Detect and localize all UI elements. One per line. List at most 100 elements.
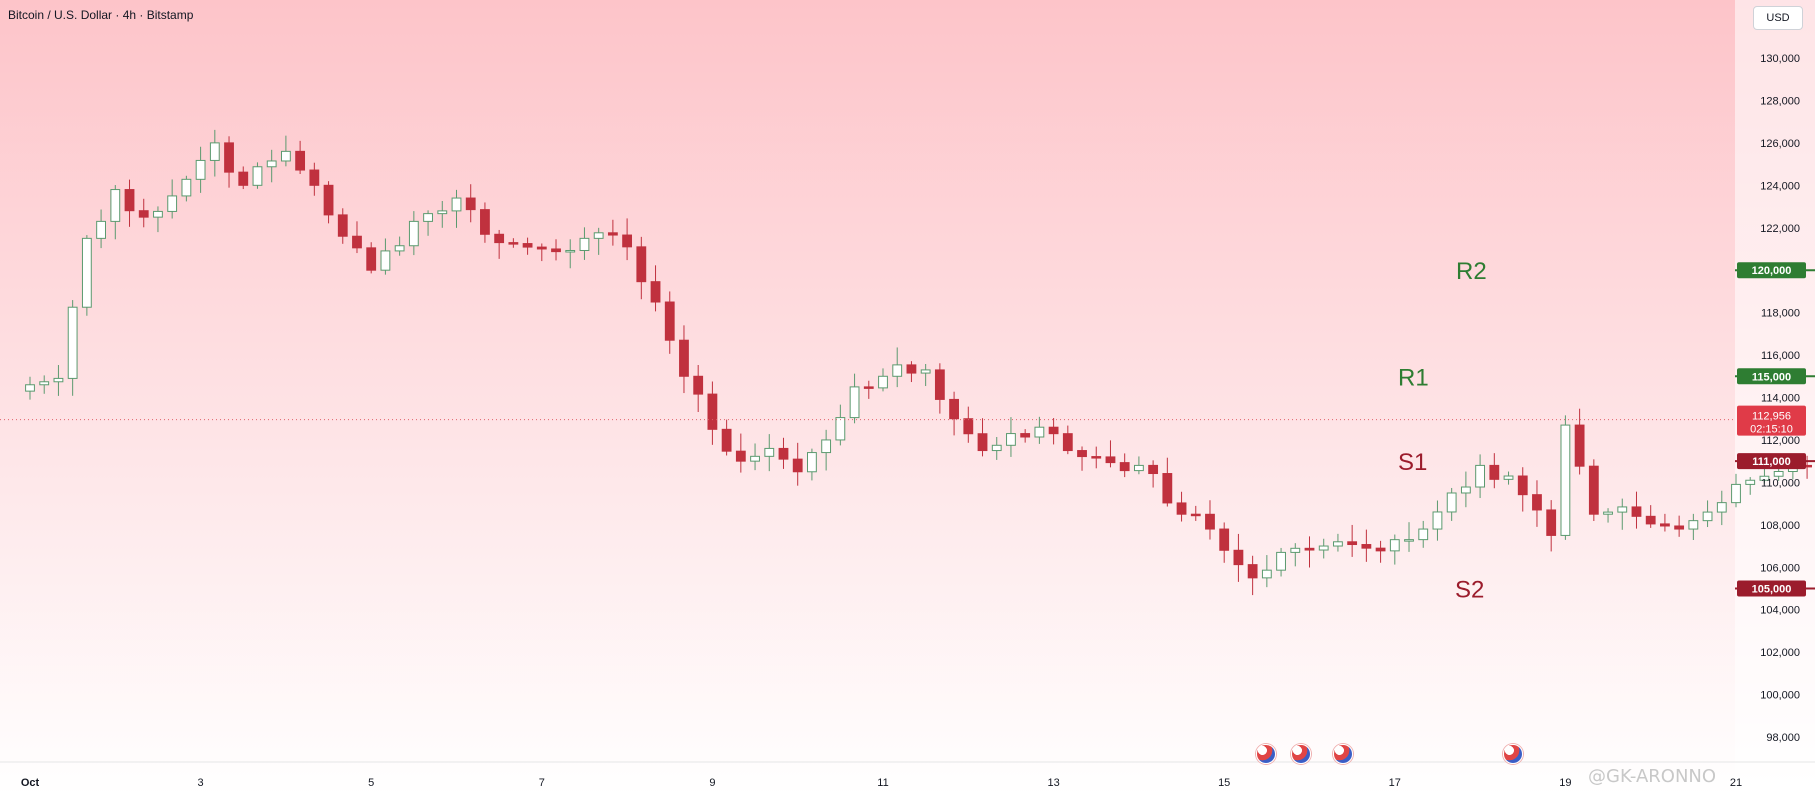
candle-body[interactable] bbox=[323, 184, 334, 216]
candle-body[interactable] bbox=[1091, 456, 1102, 459]
candle-body[interactable] bbox=[1702, 511, 1713, 522]
candle-body[interactable] bbox=[81, 237, 92, 308]
candle-body[interactable] bbox=[934, 369, 945, 400]
candle-body[interactable] bbox=[949, 398, 959, 420]
candle-body[interactable] bbox=[337, 214, 348, 237]
candle-body[interactable] bbox=[1020, 433, 1031, 438]
candle-body[interactable] bbox=[1034, 426, 1045, 438]
candle-body[interactable] bbox=[1162, 473, 1173, 504]
candle-body[interactable] bbox=[1660, 523, 1670, 527]
candle-body[interactable] bbox=[807, 452, 817, 473]
candle-body[interactable] bbox=[1404, 539, 1414, 542]
candle-body[interactable] bbox=[1418, 528, 1429, 541]
candle-body[interactable] bbox=[622, 234, 633, 248]
candle-body[interactable] bbox=[1105, 456, 1116, 464]
us-flag-event-icon[interactable] bbox=[1503, 744, 1523, 764]
candle-body[interactable] bbox=[650, 281, 661, 303]
candle-body[interactable] bbox=[1731, 483, 1741, 504]
candle-body[interactable] bbox=[1361, 544, 1372, 549]
candle-body[interactable] bbox=[508, 242, 519, 245]
candle-body[interactable] bbox=[309, 169, 320, 186]
candle-body[interactable] bbox=[977, 433, 988, 452]
candle-body[interactable] bbox=[735, 450, 746, 462]
candle-body[interactable] bbox=[1432, 511, 1443, 530]
candle-body[interactable] bbox=[920, 369, 931, 374]
candle-body[interactable] bbox=[1176, 502, 1187, 515]
candle-body[interactable] bbox=[1532, 494, 1542, 511]
candle-body[interactable] bbox=[480, 209, 490, 235]
candle-body[interactable] bbox=[721, 428, 732, 452]
candle-body[interactable] bbox=[1574, 424, 1585, 467]
candle-body[interactable] bbox=[1276, 551, 1286, 571]
candle-body[interactable] bbox=[1745, 479, 1756, 485]
candle-body[interactable] bbox=[892, 364, 903, 377]
us-flag-event-icon[interactable] bbox=[1333, 744, 1353, 764]
candle-body[interactable] bbox=[1347, 541, 1358, 546]
candle-body[interactable] bbox=[1133, 464, 1144, 472]
us-flag-event-icon[interactable] bbox=[1291, 744, 1311, 764]
candle-body[interactable] bbox=[1233, 549, 1244, 566]
candle-body[interactable] bbox=[238, 171, 249, 186]
candle-body[interactable] bbox=[1759, 475, 1770, 481]
candle-body[interactable] bbox=[1290, 547, 1301, 553]
candle-body[interactable] bbox=[878, 375, 888, 389]
candle-body[interactable] bbox=[53, 377, 64, 383]
candle-body[interactable] bbox=[181, 178, 192, 197]
currency-button[interactable]: USD bbox=[1753, 6, 1803, 30]
candle-body[interactable] bbox=[494, 233, 505, 244]
candle-body[interactable] bbox=[522, 243, 533, 248]
candle-body[interactable] bbox=[1119, 462, 1130, 472]
candle-body[interactable] bbox=[1560, 424, 1571, 536]
candle-body[interactable] bbox=[1219, 528, 1230, 551]
candle-body[interactable] bbox=[465, 197, 476, 211]
candle-body[interactable] bbox=[380, 250, 391, 271]
candle-body[interactable] bbox=[394, 245, 405, 252]
candle-body[interactable] bbox=[1375, 547, 1386, 552]
candle-body[interactable] bbox=[1631, 506, 1642, 517]
candle-body[interactable] bbox=[1062, 433, 1073, 452]
candle-body[interactable] bbox=[1503, 475, 1514, 480]
candle-body[interactable] bbox=[1460, 486, 1471, 494]
candle-body[interactable] bbox=[252, 166, 263, 186]
candle-body[interactable] bbox=[679, 339, 689, 377]
candle-body[interactable] bbox=[1475, 464, 1486, 488]
candle-body[interactable] bbox=[1389, 539, 1400, 552]
candle-body[interactable] bbox=[1006, 433, 1016, 446]
candle-body[interactable] bbox=[96, 220, 106, 239]
candle-body[interactable] bbox=[1304, 547, 1315, 551]
candle-body[interactable] bbox=[451, 197, 462, 212]
candle-body[interactable] bbox=[124, 189, 135, 212]
candle-body[interactable] bbox=[1048, 426, 1059, 435]
candle-body[interactable] bbox=[1517, 475, 1528, 496]
candle-body[interactable] bbox=[821, 439, 832, 454]
candle-body[interactable] bbox=[849, 386, 860, 419]
candle-body[interactable] bbox=[1617, 506, 1628, 513]
candle-body[interactable] bbox=[1674, 525, 1685, 530]
candle-body[interactable] bbox=[593, 232, 604, 239]
candle-body[interactable] bbox=[1148, 464, 1159, 475]
candle-body[interactable] bbox=[764, 447, 775, 457]
candle-body[interactable] bbox=[1261, 569, 1272, 579]
candle-body[interactable] bbox=[1446, 492, 1457, 513]
candle-body[interactable] bbox=[607, 232, 618, 236]
candle-body[interactable] bbox=[1205, 513, 1215, 530]
candle-body[interactable] bbox=[1773, 471, 1784, 477]
candle-body[interactable] bbox=[266, 160, 277, 168]
candle-body[interactable] bbox=[1603, 511, 1613, 515]
candle-body[interactable] bbox=[1645, 515, 1656, 525]
candle-body[interactable] bbox=[1489, 464, 1500, 480]
candle-body[interactable] bbox=[835, 417, 846, 441]
candle-body[interactable] bbox=[167, 195, 178, 212]
candle-body[interactable] bbox=[906, 364, 917, 374]
candle-body[interactable] bbox=[280, 150, 291, 162]
candle-body[interactable] bbox=[1716, 502, 1727, 513]
candle-body[interactable] bbox=[778, 447, 789, 460]
candle-body[interactable] bbox=[536, 246, 547, 250]
candle-body[interactable] bbox=[1333, 541, 1343, 547]
candle-body[interactable] bbox=[408, 220, 419, 247]
candle-body[interactable] bbox=[1546, 509, 1557, 536]
candle-body[interactable] bbox=[209, 142, 220, 161]
candle-body[interactable] bbox=[636, 246, 647, 283]
candle-body[interactable] bbox=[224, 142, 234, 173]
candle-body[interactable] bbox=[110, 189, 121, 222]
